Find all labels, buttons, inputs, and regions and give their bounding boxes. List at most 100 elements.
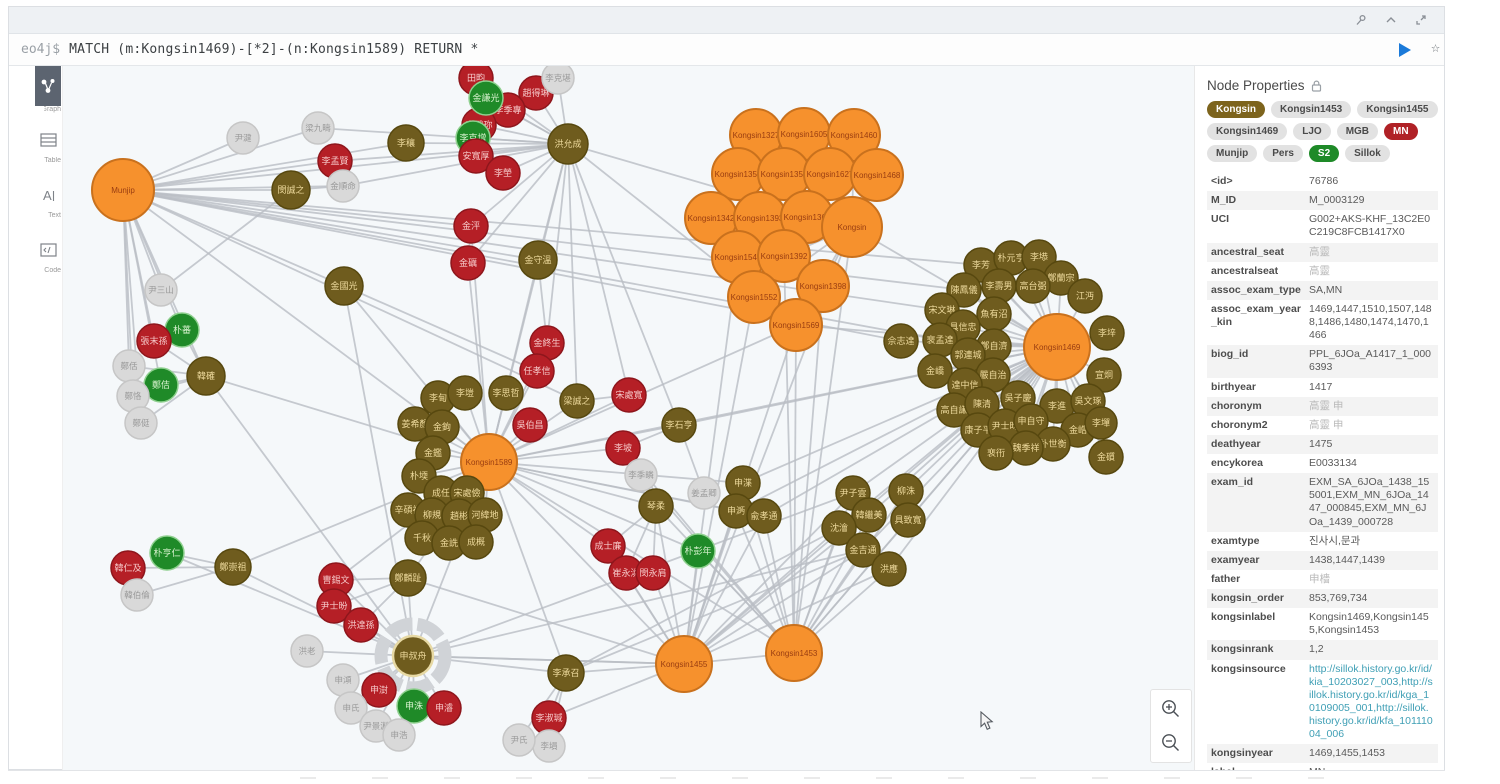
graph-node[interactable]: 琴柔 — [638, 488, 674, 524]
graph-node[interactable]: 申浩 — [382, 718, 416, 752]
graph-node[interactable]: Kongsin1353 — [757, 147, 811, 201]
graph-node[interactable]: 李承召 — [547, 654, 585, 692]
graph-node[interactable]: 千秋 — [404, 520, 440, 556]
node-label-badge[interactable]: Pers — [1263, 145, 1303, 162]
graph-edge[interactable] — [655, 505, 795, 654]
graph-canvas[interactable]: Munjip Kongsin1327 Kongsin1605 Kongsin1460 K… — [63, 66, 1194, 771]
property-link[interactable]: http://sillok.history.go.kr/id/kia_10203… — [1309, 662, 1433, 741]
graph-node[interactable]: 李穰 — [387, 124, 425, 162]
graph-node[interactable]: 李坡 — [605, 430, 641, 466]
graph-edge[interactable] — [565, 549, 864, 674]
graph-node[interactable]: 宣炯 — [1086, 357, 1122, 393]
graph-node[interactable]: 金嶠 — [917, 353, 953, 389]
graph-edge[interactable] — [343, 285, 538, 372]
graph-node[interactable]: 韓繼美 — [851, 497, 887, 533]
run-query-button[interactable] — [1394, 40, 1414, 60]
graph-node[interactable]: 申濬 — [426, 690, 462, 726]
graph-node[interactable]: 宋處寬 — [611, 377, 647, 413]
graph-node[interactable]: 金泙 — [453, 208, 489, 244]
graph-edge[interactable] — [488, 461, 795, 654]
graph-node[interactable]: 閔永肩 — [635, 555, 671, 591]
graph-node[interactable]: 韓伯倫 — [120, 578, 154, 612]
graph-edge[interactable] — [683, 549, 864, 665]
favorite-star-icon[interactable]: ☆ — [1430, 38, 1440, 56]
graph-edge[interactable] — [683, 527, 840, 665]
graph-node[interactable]: 裵孟達 — [922, 322, 958, 358]
graph-edge[interactable] — [205, 375, 414, 657]
graph-edge[interactable] — [793, 519, 909, 654]
graph-node[interactable]: 金謙光 — [468, 80, 504, 116]
graph-node[interactable]: 鄭麟趾 — [389, 559, 427, 597]
graph-edge[interactable] — [122, 142, 407, 191]
graph-node[interactable]: Kongsin1468 — [850, 148, 904, 202]
fullscreen-icon[interactable] — [1414, 13, 1428, 27]
graph-node[interactable]: 閔誠之 — [271, 170, 311, 210]
graph-node[interactable]: 崔永潾 — [608, 555, 644, 591]
graph-node[interactable]: 李石亨 — [661, 407, 697, 443]
graph-node[interactable]: 任孝信 — [519, 353, 555, 389]
graph-node[interactable]: 金順命 — [326, 169, 360, 203]
graph-edge[interactable] — [488, 461, 765, 517]
graph-node[interactable]: 洪老 — [290, 634, 324, 668]
graph-edge[interactable] — [488, 461, 685, 665]
graph-node[interactable]: 佘志達 — [883, 323, 919, 359]
node-label-badge[interactable]: Kongsin1453 — [1271, 101, 1352, 118]
zoom-in-button[interactable] — [1153, 692, 1189, 726]
graph-edge[interactable] — [122, 189, 345, 287]
graph-node[interactable]: Kongsin1469 — [1023, 313, 1091, 381]
cypher-query-bar[interactable]: eo4j$ MATCH (m:Kongsin1469)-[*2]-(n:Kong… — [9, 34, 1444, 66]
graph-node[interactable]: 李塋 — [485, 155, 521, 191]
collapse-chevron-up-icon[interactable] — [1384, 13, 1398, 27]
graph-edge[interactable] — [546, 143, 569, 344]
lock-icon[interactable] — [1311, 80, 1322, 92]
graph-node[interactable]: 鄭佸 — [112, 349, 146, 383]
graph-node[interactable]: 沈澮 — [821, 510, 857, 546]
graph-node[interactable]: Kongsin1392 — [757, 229, 811, 283]
graph-node[interactable]: 鄭侹 — [124, 406, 158, 440]
graph-edge[interactable] — [470, 143, 569, 227]
graph-node[interactable]: 李塏 — [447, 375, 483, 411]
graph-node[interactable]: Kongsin1453 — [765, 624, 823, 682]
graph-node[interactable]: 張末孫 — [136, 323, 172, 359]
graph-node[interactable]: 李墠 — [1084, 406, 1118, 440]
graph-node[interactable]: 安寬厚 — [458, 138, 494, 174]
graph-node[interactable]: Kongsin1455 — [655, 635, 713, 693]
graph-node[interactable]: 魚有沼 — [976, 296, 1012, 332]
zoom-out-button[interactable] — [1153, 726, 1189, 760]
tab-graph[interactable]: Graph — [35, 66, 61, 113]
graph-node[interactable]: 成士廉 — [590, 528, 626, 564]
graph-node[interactable]: 兪孝通 — [746, 498, 782, 534]
graph-node[interactable]: 梁誠之 — [559, 383, 595, 419]
tab-code[interactable]: Code — [35, 233, 61, 274]
graph-edge[interactable] — [488, 461, 567, 674]
graph-node[interactable]: 朴彭年 — [680, 533, 716, 569]
graph-node[interactable]: 尹氏 — [502, 723, 536, 757]
graph-node[interactable]: 李季疄 — [624, 458, 658, 492]
graph-node[interactable]: Kongsin1589 — [460, 433, 518, 491]
node-label-badge[interactable]: MGB — [1336, 123, 1379, 140]
node-label-badge[interactable]: Kongsin — [1207, 101, 1265, 118]
node-label-badge[interactable]: MN — [1384, 123, 1418, 140]
graph-node[interactable]: Kongsin1569 — [769, 298, 823, 352]
graph-node[interactable]: Kongsin — [821, 196, 883, 258]
graph-node[interactable]: 吳伯昌 — [512, 407, 548, 443]
graph-edge[interactable] — [343, 285, 490, 463]
graph-edge[interactable] — [488, 461, 699, 552]
graph-edge[interactable] — [407, 577, 685, 665]
graph-node[interactable]: 成概 — [458, 524, 494, 560]
node-label-badge[interactable]: Sillok — [1345, 145, 1390, 162]
graph-node[interactable]: Kongsin1398 — [796, 259, 850, 313]
graph-edge[interactable] — [567, 143, 630, 396]
graph-node[interactable]: 申澒 — [326, 663, 360, 697]
graph-edge[interactable] — [412, 655, 685, 665]
graph-edge[interactable] — [412, 549, 864, 657]
graph-node[interactable]: 金礪 — [450, 245, 486, 281]
graph-edge[interactable] — [334, 143, 569, 162]
graph-node[interactable]: 魏季祥 — [1008, 430, 1044, 466]
node-label-badge[interactable]: S2 — [1308, 145, 1340, 162]
graph-node[interactable]: Munjip — [91, 158, 155, 222]
graph-node[interactable]: 李塤 — [532, 729, 566, 763]
graph-node[interactable]: 尹湕 — [226, 121, 260, 155]
tab-text[interactable]: A Text — [35, 178, 62, 220]
graph-node[interactable]: Kongsin1552 — [727, 270, 781, 324]
